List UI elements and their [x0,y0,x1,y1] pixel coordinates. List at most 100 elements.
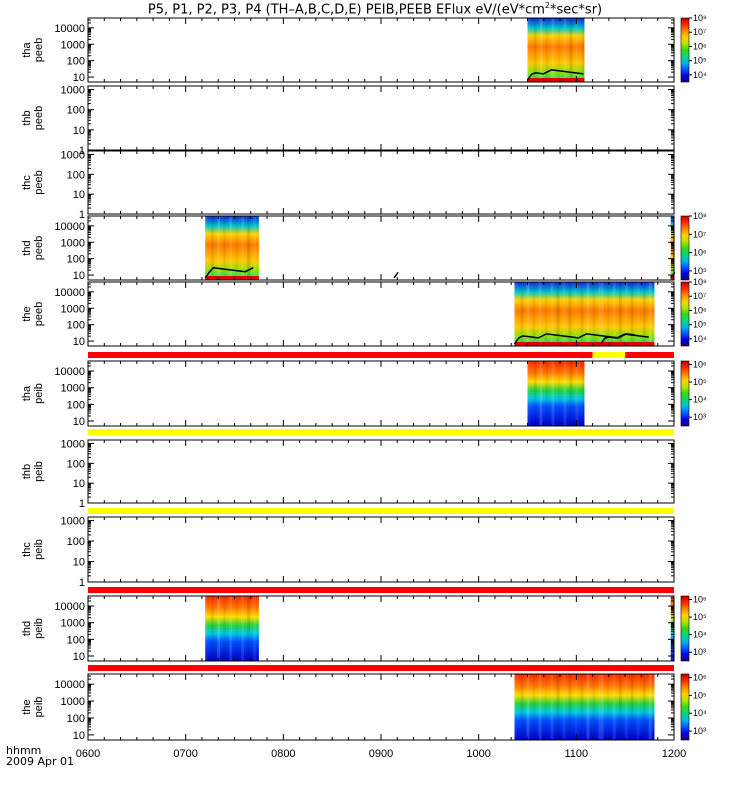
y-axis-label: tha [21,41,33,57]
spectrogram-texture [612,282,616,346]
spectrogram-texture [574,674,578,740]
colorbar-tick-label: 10⁸ [693,277,707,287]
x-tick-label: 0900 [369,748,393,760]
colorbar-tick-label: 10⁷ [693,229,706,239]
spectrogram-texture [514,674,518,740]
y-tick-label: 100 [67,105,85,117]
panel-thd-peib: 10 100 1000 10000 thd peib 10³ 10⁴ 10⁵ 10⁶ [21,595,707,663]
x-axis-date: 2009 Apr 01 [6,755,75,768]
y-tick-label: 1000 [61,237,85,249]
spectrogram-texture [586,282,590,346]
spectrogram-texture [624,674,628,740]
spectrogram-texture [562,282,566,346]
spectrogram-texture [533,18,537,82]
low-energy-band [600,342,655,346]
spectrogram-texture [630,674,634,740]
y-axis-label: peeb [33,236,45,260]
y-tick-label: 1 [79,498,85,510]
spectrogram-texture [556,282,560,346]
spectrogram-texture [612,674,616,740]
y-tick-label: 10000 [54,23,85,35]
y-tick-label: 100 [67,713,85,725]
spectrogram-texture [241,216,245,280]
spectrogram-texture [223,596,227,661]
y-tick-label: 10 [73,557,85,569]
spectrogram-texture [563,361,567,426]
x-tick-label: 0800 [271,748,295,760]
y-axis-label: the [21,306,33,321]
spectrogram-texture [648,282,652,346]
spacecraft-potential-line [204,266,254,279]
mode-bar [88,429,674,435]
y-axis-label: tha [21,385,33,401]
y-axis-label: thd [21,240,33,255]
panel-frame [87,85,675,151]
y-tick-label: 10 [73,125,85,137]
spectrogram-texture [217,216,221,280]
low-energy-band [670,276,674,280]
colorbar-tick-label: 10⁵ [693,56,707,66]
spectrogram-block [670,596,674,661]
spectrogram-texture [545,18,549,82]
x-tick-label: 1000 [466,748,490,760]
mode-bar [88,508,674,514]
y-tick-label: 10 [73,651,85,663]
spectrogram-texture [550,674,554,740]
spectrogram-texture [598,674,602,740]
colorbar-tick-label: 10⁷ [693,27,706,37]
y-axis-label: the [21,699,33,714]
y-axis-label: thb [21,464,33,479]
spectrogram-texture [532,674,536,740]
spectrogram-block [670,216,674,280]
spectrogram-texture [569,361,573,426]
colorbar-tick-label: 10⁵ [693,690,707,700]
x-tick-label: 1200 [662,748,686,760]
y-tick-label: 1000 [61,85,85,97]
spectrogram-texture [568,282,572,346]
spectrogram-texture [533,361,537,426]
x-tick-label: 0600 [76,748,100,760]
y-tick-label: 10 [73,270,85,282]
colorbar-tick-label: 10⁴ [693,395,707,405]
mode-bar [88,665,674,671]
spectrogram-texture [253,216,257,280]
spectrogram-texture [253,596,257,661]
colorbar-tick-label: 10³ [693,412,706,422]
panel-thb-peeb: 1 10 100 1000 thb peeb [21,85,675,157]
spectrogram-texture [670,216,674,280]
y-tick-label: 10 [73,336,85,348]
colorbar-tick-label: 10⁵ [693,612,707,622]
y-tick-label: 100 [67,458,85,470]
y-axis-label: peib [33,697,45,718]
title-text: P5, P1, P2, P3, P4 (TH–A,B,C,D,E) PEIB,P… [147,2,545,18]
colorbar-tick-label: 10³ [693,726,706,736]
panel-frame [87,215,675,281]
spectrogram-texture [520,674,524,740]
spectrogram-texture [581,361,585,426]
mode-bar [88,587,674,593]
panel-frame [87,439,675,504]
spectrogram-texture [217,596,221,661]
colorbar-tick-label: 10⁶ [693,248,707,258]
y-tick-label: 100 [67,56,85,68]
y-tick-label: 100 [67,169,85,181]
spectrogram-texture [229,596,233,661]
spectrogram-texture [545,361,549,426]
spacecraft-potential-line [600,333,649,345]
spectrogram-texture [636,282,640,346]
y-axis-label: thc [21,542,33,557]
colorbar [680,673,690,741]
spectrogram-texture [648,674,652,740]
spectrogram-texture [211,216,215,280]
spectrogram-texture [544,282,548,346]
spectrogram-texture [235,596,239,661]
y-tick-label: 10000 [54,287,85,299]
spectrogram-texture [618,282,622,346]
panel-thb-peib: 1 10 100 1000 thb peib [21,438,675,510]
spectrogram-texture [600,282,604,346]
spectrogram-block [600,674,655,740]
panel-frame [87,360,675,427]
y-tick-label: 1000 [61,383,85,395]
y-axis-label: thd [21,621,33,636]
panel-the-peib: 10 100 1000 10000 the peib 10³ 10⁴ 10⁵ 10⁶ [21,673,707,742]
